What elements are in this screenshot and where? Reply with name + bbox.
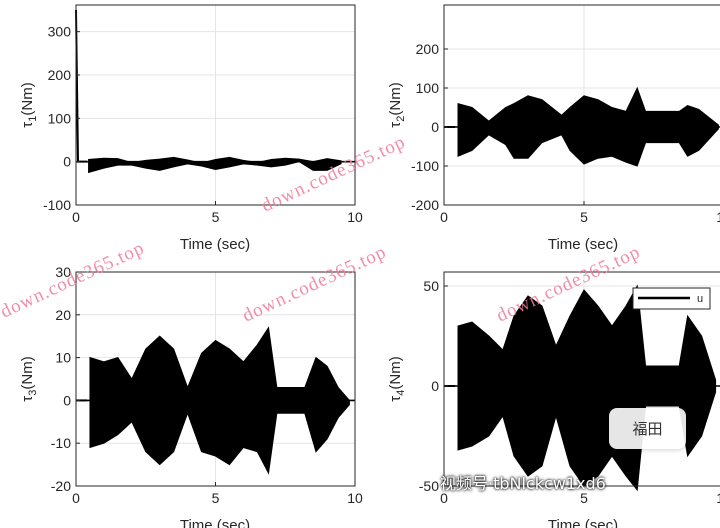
y-label-subscript: 3 xyxy=(27,390,39,396)
y-tick-label: -100 xyxy=(43,197,71,213)
y-label-symbol: τ xyxy=(387,396,404,402)
y-tick-label: 0 xyxy=(431,378,439,394)
y-label-subscript: 2 xyxy=(395,116,407,122)
subplot-tau3: -20 -10 0 10 20 30 0 5 10 Time (sec) τ3(Nm) xyxy=(19,264,363,528)
y-tick-label: 10 xyxy=(55,350,71,366)
x-tick-label: 0 xyxy=(72,209,80,225)
legend-label: u xyxy=(697,293,703,305)
x-tick-label: 10 xyxy=(716,209,720,225)
y-label-unit: (Nm) xyxy=(387,356,404,389)
x-axis-label: Time (sec) xyxy=(548,517,618,528)
x-tick-label: 5 xyxy=(212,209,220,225)
y-tick-label: -20 xyxy=(51,478,71,494)
y-tick-label: 0 xyxy=(63,392,71,408)
x-tick-label: 10 xyxy=(347,490,363,506)
y-label-subscript: 1 xyxy=(27,116,39,122)
y-label-symbol: τ xyxy=(19,396,36,402)
x-tick-label: 0 xyxy=(440,209,448,225)
legend: u xyxy=(632,287,711,310)
y-tick-label: -50 xyxy=(419,478,439,494)
series-envelope-u xyxy=(88,156,342,174)
series-envelope-u xyxy=(457,284,717,492)
y-label-symbol: τ xyxy=(19,122,36,128)
y-label-unit: (Nm) xyxy=(387,82,404,115)
x-tick-label: 0 xyxy=(440,490,448,506)
y-tick-label: 0 xyxy=(63,154,71,170)
subplot-tau4: -500500510Time (sec)τ4(Nm)u xyxy=(387,271,720,528)
series-envelope-u xyxy=(457,86,719,167)
y-label-unit: (Nm) xyxy=(19,356,36,389)
y-tick-label: -10 xyxy=(51,435,71,451)
y-label-symbol: τ xyxy=(387,122,404,128)
y-axis-label: τ3(Nm) xyxy=(19,356,39,401)
y-axis-label: τ4(Nm) xyxy=(387,356,407,401)
y-axis-label: τ2(Nm) xyxy=(387,82,407,127)
y-tick-label: -100 xyxy=(411,158,439,174)
y-tick-label: 20 xyxy=(55,307,71,323)
y-label-unit: (Nm) xyxy=(19,82,36,115)
channel-id-text: 视频号·tbNlckcw1xd6 xyxy=(440,474,606,493)
y-tick-label: 300 xyxy=(48,24,72,40)
x-tick-label: 5 xyxy=(580,490,588,506)
avatar-badge: 福田 xyxy=(609,408,686,449)
x-axis-label: Time (sec) xyxy=(180,517,250,528)
x-axis-label: Time (sec) xyxy=(548,236,618,253)
series-envelope-u xyxy=(89,326,350,475)
y-tick-label: 200 xyxy=(48,67,72,83)
y-tick-label: 100 xyxy=(48,110,72,126)
x-tick-label: 10 xyxy=(716,490,720,506)
y-tick-label: 100 xyxy=(416,80,440,96)
x-axis-label: Time (sec) xyxy=(180,236,250,253)
y-axis-label: τ1(Nm) xyxy=(19,82,39,127)
y-tick-label: 200 xyxy=(416,41,440,57)
x-tick-label: 5 xyxy=(212,490,220,506)
x-tick-label: 0 xyxy=(72,490,80,506)
y-tick-label: 0 xyxy=(431,119,439,135)
subplot-tau2: -200 -100 0 100 200 0 5 10 Time (sec) τ2(Nm) xyxy=(387,4,720,253)
y-tick-label: 50 xyxy=(423,278,439,294)
y-label-subscript: 4 xyxy=(395,390,407,396)
x-tick-label: 5 xyxy=(580,209,588,225)
y-tick-label: -200 xyxy=(411,197,439,213)
y-tick-label: 30 xyxy=(55,264,71,280)
x-tick-label: 10 xyxy=(347,209,363,225)
